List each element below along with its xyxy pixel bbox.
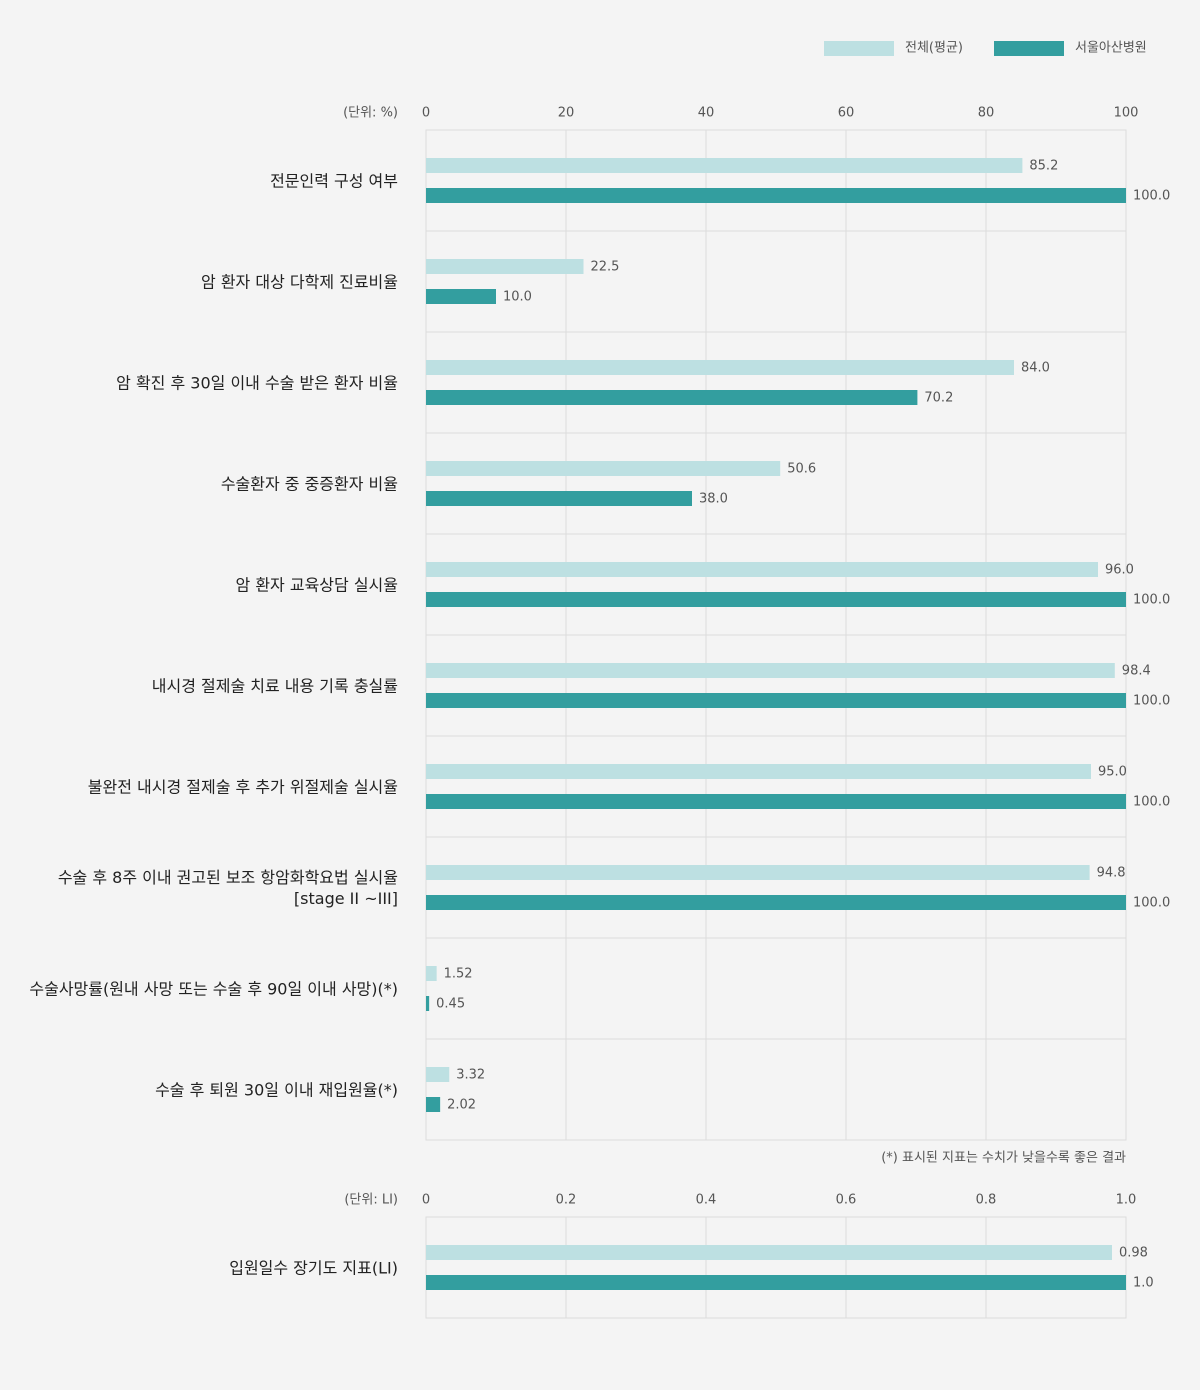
- bar: [426, 158, 1023, 173]
- bar: [426, 1097, 441, 1112]
- legend-swatch: [824, 41, 894, 56]
- bar: [426, 390, 918, 405]
- x-tick-label: 0.8: [976, 1193, 997, 1208]
- unit-label: (단위: LI): [344, 1193, 398, 1208]
- x-tick-label: 1.0: [1116, 1193, 1137, 1208]
- value-label: 2.02: [447, 1098, 476, 1113]
- x-tick-label: 0: [422, 106, 430, 121]
- x-tick-label: 0.2: [556, 1193, 577, 1208]
- value-label: 38.0: [699, 492, 728, 507]
- plot-area: [425, 1216, 1127, 1319]
- bar: [426, 1245, 1112, 1260]
- bar: [426, 592, 1126, 607]
- bar: [426, 491, 692, 506]
- value-label: 0.98: [1119, 1246, 1148, 1261]
- unit-label: (단위: %): [343, 106, 398, 121]
- x-tick-label: 100: [1114, 106, 1139, 121]
- category-label: 수술사망률(원내 사망 또는 수술 후 90일 이내 사망)(*): [29, 979, 398, 999]
- category-label: 전문인력 구성 여부: [270, 171, 398, 191]
- bar: [426, 865, 1090, 880]
- bar: [426, 562, 1098, 577]
- value-label: 98.4: [1122, 664, 1151, 679]
- value-label: 100.0: [1133, 189, 1170, 204]
- legend-label: 서울아산병원: [1075, 41, 1147, 56]
- bar: [426, 461, 781, 476]
- bar: [426, 693, 1126, 708]
- bar: [426, 1067, 450, 1082]
- value-label: 1.52: [444, 967, 473, 982]
- value-label: 0.45: [436, 997, 465, 1012]
- value-label: 3.32: [456, 1068, 485, 1083]
- category-label: 수술 후 퇴원 30일 이내 재입원율(*): [155, 1080, 398, 1100]
- value-label: 94.8: [1097, 866, 1126, 881]
- value-label: 96.0: [1105, 563, 1134, 578]
- value-label: 100.0: [1133, 795, 1170, 810]
- bar: [426, 996, 430, 1011]
- category-label: 수술환자 중 중증환자 비율: [220, 474, 398, 494]
- value-label: 22.5: [591, 260, 620, 275]
- footnote: (*) 표시된 지표는 수치가 낮을수록 좋은 결과: [881, 1151, 1126, 1166]
- bar: [426, 259, 584, 274]
- value-label: 100.0: [1133, 593, 1170, 608]
- value-label: 1.0: [1133, 1276, 1154, 1291]
- bar: [426, 360, 1014, 375]
- legend-swatch: [994, 41, 1064, 56]
- value-label: 70.2: [924, 391, 953, 406]
- bar: [426, 794, 1126, 809]
- bar: [426, 895, 1126, 910]
- bar: [426, 289, 496, 304]
- category-label: 불완전 내시경 절제술 후 추가 위절제술 실시율: [87, 777, 398, 797]
- value-label: 100.0: [1133, 694, 1170, 709]
- value-label: 84.0: [1021, 361, 1050, 376]
- x-tick-label: 0: [422, 1193, 430, 1208]
- x-tick-label: 20: [558, 106, 575, 121]
- category-label: 입원일수 장기도 지표(LI): [229, 1258, 398, 1278]
- x-tick-label: 40: [698, 106, 715, 121]
- category-label: 암 환자 교육상담 실시율: [235, 575, 398, 595]
- value-label: 100.0: [1133, 896, 1170, 911]
- bar: [426, 966, 437, 981]
- category-label: 내시경 절제술 치료 내용 기록 충실률: [151, 676, 398, 696]
- x-tick-label: 80: [978, 106, 995, 121]
- category-label: 암 환자 대상 다학제 진료비율: [201, 272, 398, 292]
- category-label: 수술 후 8주 이내 권고된 보조 항암화학요법 실시율 [stage II ~…: [57, 868, 398, 908]
- x-tick-label: 60: [838, 106, 855, 121]
- value-label: 50.6: [787, 462, 816, 477]
- value-label: 85.2: [1029, 159, 1058, 174]
- x-tick-label: 0.6: [836, 1193, 857, 1208]
- legend-label: 전체(평균): [905, 41, 963, 56]
- value-label: 10.0: [503, 290, 532, 305]
- x-tick-label: 0.4: [696, 1193, 717, 1208]
- value-label: 95.0: [1098, 765, 1127, 780]
- bar: [426, 663, 1115, 678]
- bar: [426, 188, 1126, 203]
- bar: [426, 1275, 1126, 1290]
- category-label: 암 확진 후 30일 이내 수술 받은 환자 비율: [116, 373, 398, 393]
- bar: [426, 764, 1091, 779]
